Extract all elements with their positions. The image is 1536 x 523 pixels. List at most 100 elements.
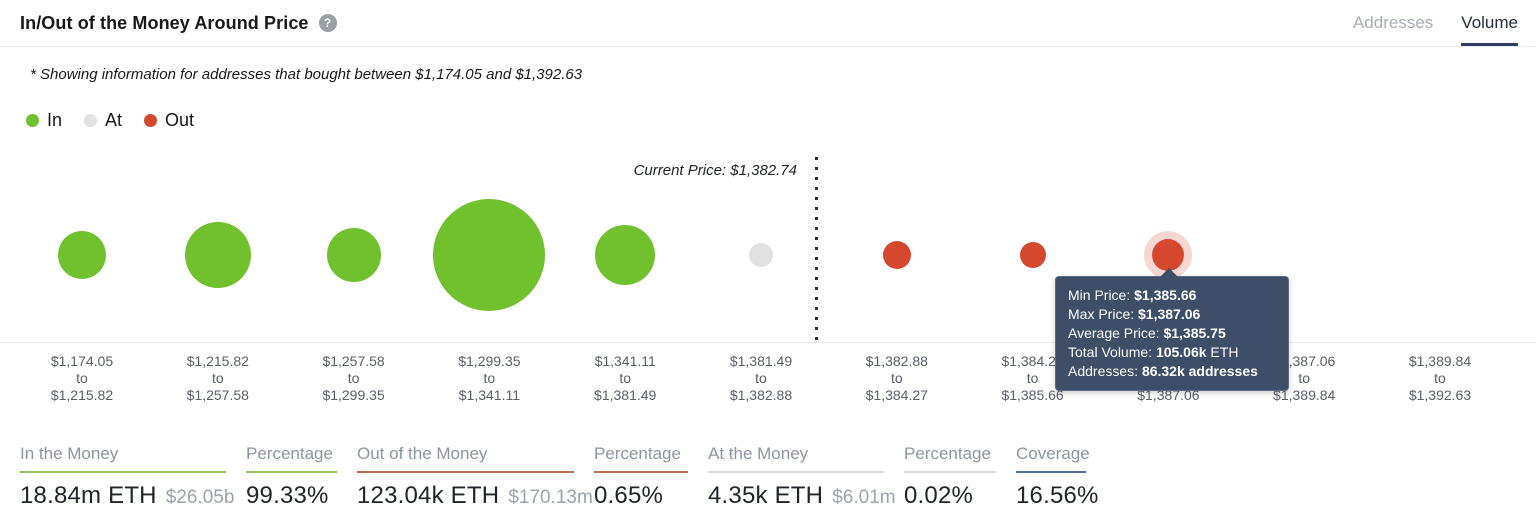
x-axis-label-3: $1,257.58 to $1,299.35 [286, 353, 422, 404]
stat-label: Coverage [1016, 444, 1090, 473]
stat-secondary-value: $170.13m [508, 487, 593, 508]
legend-item-at[interactable]: At [84, 110, 122, 131]
legend-label: In [47, 110, 63, 130]
bubble-1-in[interactable] [58, 231, 106, 279]
x-axis-label-line: $1,389.84 [1273, 387, 1336, 403]
x-axis-labels: $1,174.05 to $1,215.82 $1,215.82 to $1,257.58… [0, 343, 1536, 413]
tooltip-row-value: 105.06k [1155, 344, 1207, 360]
x-axis-label-7: $1,382.88 to $1,384.27 [829, 353, 965, 404]
bubble-7-out[interactable] [882, 241, 911, 269]
x-axis-label-line: to [890, 370, 903, 386]
tooltip-row: Average Price: $1,385.75 [1068, 324, 1276, 343]
page-title: In/Out of the Money Around Price [20, 12, 309, 33]
x-axis-label-11: $1,389.84 to $1,392.63 [1372, 353, 1508, 404]
bubble-3-in[interactable] [326, 228, 381, 282]
x-axis-label-line: $1,215.82 [50, 387, 114, 403]
bubble-8-out[interactable] [1019, 242, 1046, 268]
tab-addresses[interactable]: Addresses [1352, 12, 1434, 32]
bubble-2-in[interactable] [184, 222, 251, 288]
tooltip-row: Max Price: $1,387.06 [1068, 305, 1276, 324]
stat-label: In the Money [20, 444, 226, 473]
tooltip-row: Min Price: $1,385.66 [1068, 286, 1276, 305]
stat-secondary-value: $6.01m [832, 487, 896, 508]
x-axis-label-8: $1,384.27 to $1,385.66 [965, 353, 1101, 404]
stat-value: 4.35k ETH [708, 482, 824, 509]
x-axis-label-line: $1,381.49 [729, 353, 793, 369]
filter-note: * Showing information for addresses that… [30, 66, 583, 83]
x-axis-label-line: $1,341.11 [458, 387, 521, 403]
x-axis-label-line: $1,387.06 [1137, 387, 1200, 403]
stat-percentage-6: Percentage 0.02% [904, 444, 1016, 510]
stat-value: 123.04k ETH [357, 482, 500, 509]
legend-dot-out [144, 114, 158, 127]
stat-label: Percentage [594, 444, 688, 473]
stat-values: 123.04k ETH $170.13m [357, 482, 594, 510]
x-axis-label-line: to [76, 370, 88, 386]
stat-in-the-money-1: In the Money 18.84m ETH $26.05b [20, 444, 246, 510]
tab-volume[interactable]: Volume [1461, 0, 1518, 46]
x-axis-label-line: to [211, 370, 224, 386]
stat-values: 0.65% [594, 482, 708, 510]
x-axis-label-line: $1,257.58 [186, 387, 249, 403]
stat-secondary-value: $26.05b [165, 487, 235, 508]
stat-percentage-2: Percentage 99.33% [246, 444, 357, 510]
tooltip: Min Price: $1,385.66 Max Price: $1,387.06… [1055, 268, 1289, 391]
legend-dot-at [84, 114, 98, 127]
stat-out-of-the-money-3: Out of the Money 123.04k ETH $170.13m [357, 444, 594, 510]
x-axis-label-line: to [1298, 370, 1311, 386]
x-axis-label-4: $1,299.35 to $1,341.11 [421, 353, 557, 404]
x-axis-label-line: $1,215.82 [186, 353, 249, 369]
view-tabs: Addresses Volume [1353, 0, 1518, 46]
stat-label: Out of the Money [357, 444, 574, 473]
stat-values: 4.35k ETH $6.01m [708, 482, 904, 510]
x-axis-label-line: to [1026, 370, 1039, 386]
tooltip-row-suffix: ETH [1206, 344, 1239, 360]
stat-label: Percentage [904, 444, 996, 473]
stat-values: 16.56% [1016, 482, 1106, 510]
x-axis-label-5: $1,341.11 to $1,381.49 [557, 353, 693, 404]
widget-header: In/Out of the Money Around Price ? Addre… [0, 0, 1536, 47]
current-price-line [815, 157, 818, 342]
bubble-5-in[interactable] [595, 225, 656, 285]
x-axis-label-line: $1,299.35 [458, 353, 521, 369]
stat-coverage-7: Coverage 16.56% [1016, 444, 1106, 510]
x-axis-label-line: $1,382.88 [865, 353, 928, 369]
tooltip-row-label: Min Price: [1068, 287, 1135, 303]
legend-item-in[interactable]: In [26, 110, 62, 131]
x-axis-label-line: $1,341.11 [594, 353, 656, 369]
tooltip-row-label: Total Volume: [1068, 344, 1156, 360]
stat-label: At the Money [708, 444, 884, 473]
tooltip-row-value: $1,385.66 [1134, 287, 1197, 303]
bubble-4-in[interactable] [433, 199, 546, 311]
legend-item-out[interactable]: Out [144, 110, 194, 131]
stat-value: 99.33% [246, 482, 329, 509]
tooltip-row-value: 86.32k addresses [1141, 363, 1258, 379]
x-axis-label-2: $1,215.82 to $1,257.58 [150, 353, 286, 404]
x-axis-label-line: $1,299.35 [322, 387, 385, 403]
legend-label: At [105, 110, 123, 130]
x-axis-label-line: $1,385.66 [1001, 387, 1064, 403]
stat-value: 18.84m ETH [20, 482, 157, 509]
stat-values: 99.33% [246, 482, 357, 510]
x-axis-label-line: $1,384.27 [1001, 353, 1064, 369]
bubble-9-out[interactable] [1152, 239, 1185, 271]
tooltip-row-label: Addresses: [1068, 363, 1142, 379]
x-axis-label-line: $1,174.05 [50, 353, 114, 369]
bubble-6-at[interactable] [749, 243, 773, 267]
help-icon[interactable]: ? [318, 14, 337, 32]
tooltip-row: Addresses: 86.32k addresses [1068, 362, 1276, 381]
stat-at-the-money-5: At the Money 4.35k ETH $6.01m [708, 444, 904, 510]
tooltip-row: Total Volume: 105.06k ETH [1068, 343, 1276, 362]
tooltip-row-label: Max Price: [1068, 306, 1139, 322]
x-axis-label-line: to [1434, 370, 1446, 386]
stat-percentage-4: Percentage 0.65% [594, 444, 708, 510]
stat-values: 18.84m ETH $26.05b [20, 482, 246, 510]
stat-value: 0.02% [904, 482, 974, 509]
stats-row: In the Money 18.84m ETH $26.05b Percentage 9… [20, 444, 1106, 510]
tooltip-row-value: $1,387.06 [1138, 306, 1201, 322]
x-axis-label-line: to [755, 370, 767, 386]
x-axis-label-line: to [619, 370, 632, 386]
legend-label: Out [165, 110, 195, 130]
x-axis-label-line: to [483, 370, 496, 386]
